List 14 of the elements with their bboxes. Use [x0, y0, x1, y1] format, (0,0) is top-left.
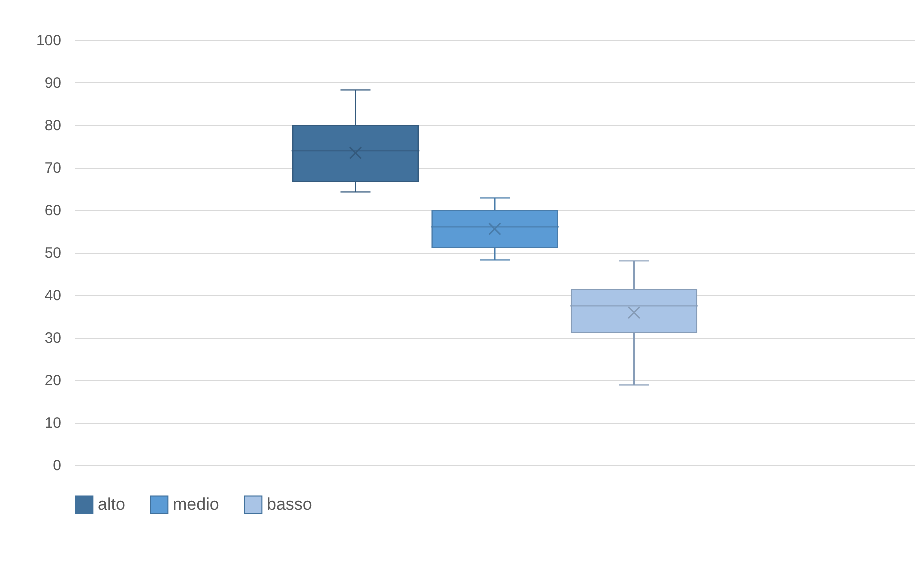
y-tick-label: 70 — [44, 160, 62, 177]
y-tick-label: 50 — [44, 245, 62, 262]
y-tick-label: 20 — [44, 372, 62, 390]
legend-label: alto — [98, 494, 126, 514]
y-tick-label: 90 — [44, 75, 62, 92]
y-tick-label: 80 — [44, 118, 62, 134]
y-tick-label: 60 — [44, 202, 62, 220]
legend-label: medio — [173, 494, 220, 514]
y-tick-label: 10 — [44, 415, 62, 432]
legend-label: basso — [267, 494, 312, 514]
y-tick-label: 40 — [44, 288, 62, 304]
y-tick-label: 30 — [44, 330, 62, 347]
y-tick-label: 100 — [36, 32, 62, 50]
y-tick-label: 0 — [53, 458, 62, 474]
